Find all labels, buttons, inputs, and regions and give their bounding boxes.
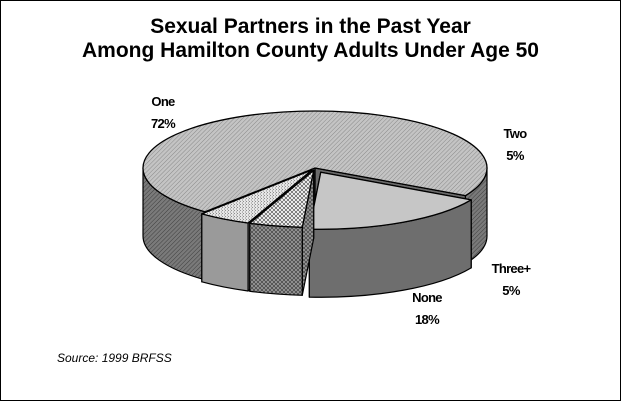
slice-label-one: One 72% [133,91,193,135]
slice-none-top [308,171,472,230]
slice-three-top [249,169,315,228]
slice-label-none: None 18% [399,287,455,331]
source-note: Source: 1999 BRFSS [57,351,172,365]
chart-title-line-1: Sexual Partners in the Past Year [150,15,471,38]
slice-two-side-0 [201,213,249,292]
slice-label-none-value: 18% [415,312,440,327]
slice-label-none-name: None [412,290,442,305]
slice-two-top [201,169,313,224]
slice-label-three-plus-value: 5% [502,283,520,298]
slice-label-one-name: One [151,94,175,109]
slice-one-top [142,110,488,213]
chart-title-line-2: Among Hamilton County Adults Under Age 5… [82,39,539,62]
slice-label-three-plus: Three+ 5% [481,258,541,302]
slice-none [308,171,472,298]
slice-three-side-0 [249,222,303,296]
slice-label-one-value: 72% [151,116,176,131]
slice-label-two-name: Two [503,126,528,141]
slice-three [249,169,315,296]
slice-label-two: Two 5% [490,123,540,167]
slice-label-three-plus-name: Three+ [491,261,531,276]
slice-label-two-value: 5% [506,148,524,163]
